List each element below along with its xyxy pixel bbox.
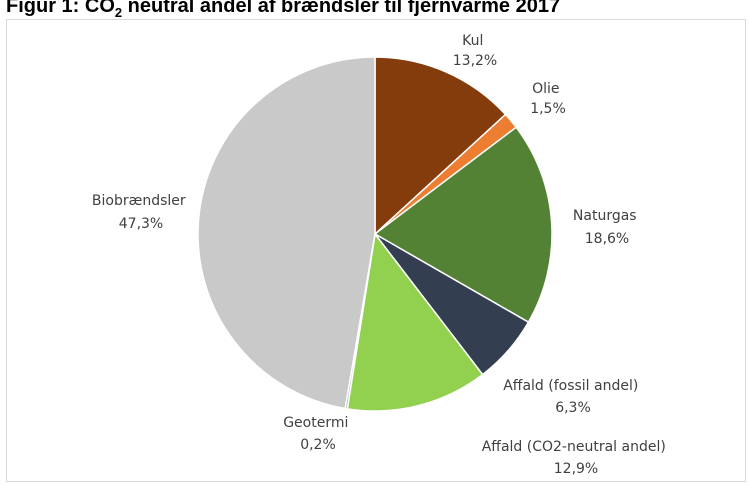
label-naturgas: Naturgas 18,6% [573, 208, 641, 247]
chart-title-prefix: Figur 1: CO [6, 0, 115, 17]
pie-slice-biobrændsler [197, 56, 376, 410]
label-geotermi: Geotermi 0,2% [283, 415, 353, 453]
label-affald-co2-neutral: Affald (CO2-neutral andel) 12,9% [482, 439, 671, 477]
pie-slices [197, 56, 553, 412]
chart-title: Figur 1: CO2 neutral andel af brændsler … [6, 0, 749, 25]
label-biobraendsler: Biobrændsler 47,3% [92, 193, 190, 232]
label-kul: Kul 13,2% [453, 33, 497, 69]
chart-title-subscript: 2 [114, 5, 123, 20]
pie-labels: Kul 13,2% Olie 1,5% Naturgas 18,6% Affal… [92, 33, 671, 477]
pie-slice-naturgas [373, 126, 553, 324]
label-affald-fossil: Affald (fossil andel) 6,3% [503, 378, 643, 416]
label-olie: Olie 1,5% [530, 81, 566, 117]
chart-title-suffix: neutral andel af brændsler til fjernvarm… [122, 0, 561, 17]
pie-slice-affald-co2-neutral-andel [346, 232, 484, 412]
pie-slice-kul [374, 56, 507, 236]
